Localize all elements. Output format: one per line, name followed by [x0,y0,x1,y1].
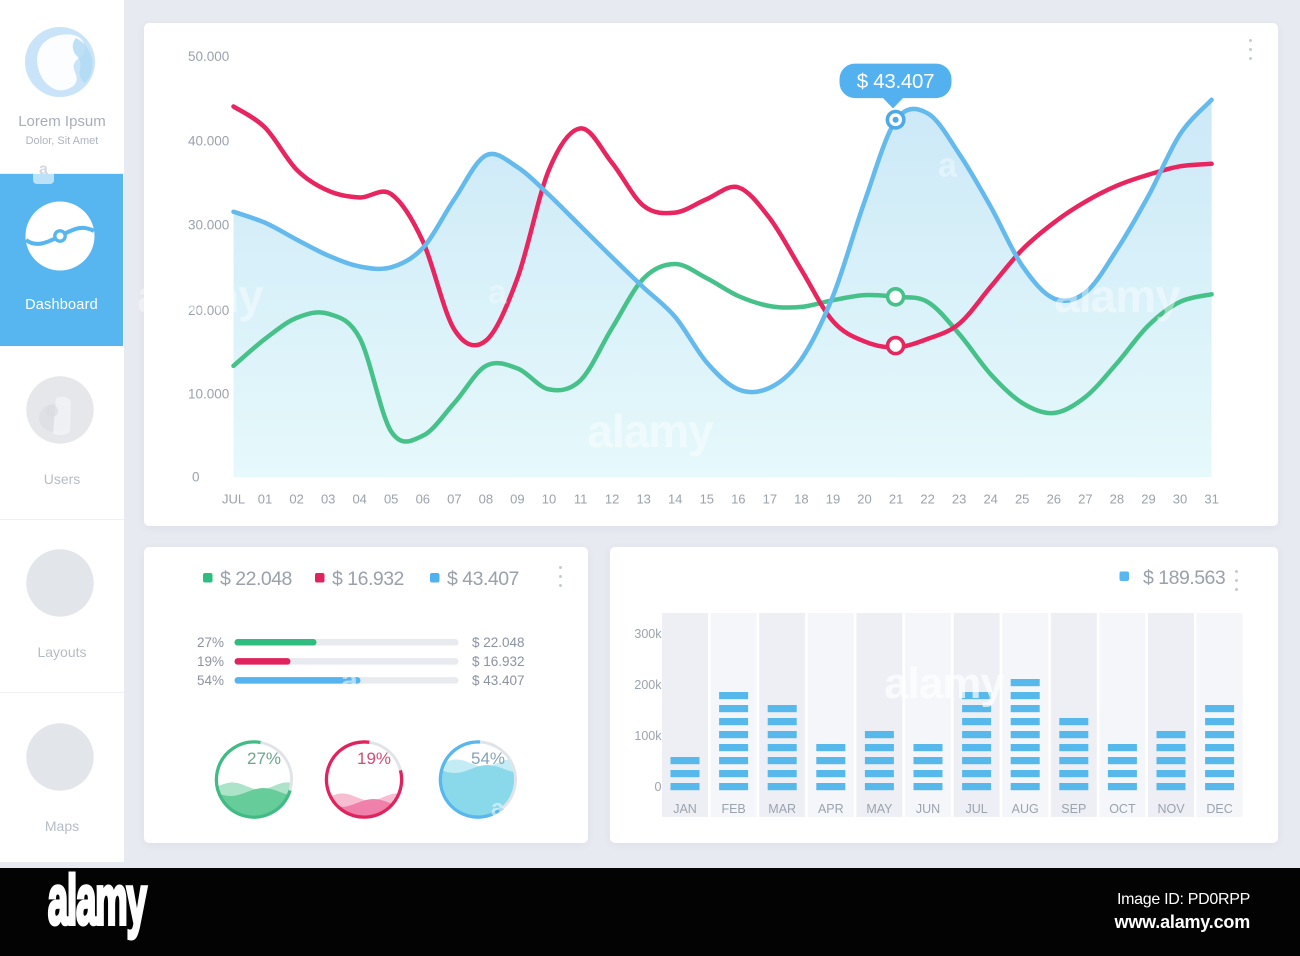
svg-text:26: 26 [1047,492,1061,507]
svg-text:10: 10 [542,492,556,507]
svg-text:03: 03 [321,492,335,507]
svg-text:10.000: 10.000 [188,387,229,402]
svg-text:MAY: MAY [866,802,893,816]
svg-text:40.000: 40.000 [188,133,229,148]
svg-text:NOV: NOV [1157,802,1185,816]
svg-text:06: 06 [416,492,430,507]
svg-text:25: 25 [1015,492,1029,507]
svg-text:15: 15 [700,492,714,507]
svg-text:17: 17 [763,492,777,507]
svg-text:28: 28 [1110,492,1124,507]
svg-text:16: 16 [731,492,745,507]
svg-text:FEB: FEB [721,802,745,816]
svg-text:JAN: JAN [673,802,697,816]
svg-text:22: 22 [920,492,934,507]
svg-text:30: 30 [1173,492,1187,507]
svg-text:50.000: 50.000 [188,49,229,64]
svg-text:18: 18 [794,492,808,507]
svg-text:54%: 54% [197,673,224,688]
svg-text:54%: 54% [471,749,505,768]
svg-text:300k: 300k [634,627,662,641]
svg-text:JUN: JUN [916,802,940,816]
svg-text:27%: 27% [247,749,281,768]
svg-text:24: 24 [983,492,997,507]
svg-text:AUG: AUG [1012,802,1039,816]
svg-text:$ 22.048: $ 22.048 [220,568,292,590]
svg-text:JUL: JUL [222,492,245,507]
svg-text:30.000: 30.000 [188,218,229,233]
svg-text:11: 11 [574,492,588,507]
svg-text:09: 09 [510,492,524,507]
svg-text:13: 13 [636,492,650,507]
svg-text:$ 43.407: $ 43.407 [472,673,525,688]
svg-text:$ 16.932: $ 16.932 [332,568,404,590]
svg-text:$ 16.932: $ 16.932 [472,654,525,669]
svg-text:12: 12 [605,492,619,507]
svg-text:19%: 19% [197,654,224,669]
svg-text:31: 31 [1204,492,1218,507]
svg-text:20.000: 20.000 [188,303,229,318]
svg-text:29: 29 [1141,492,1155,507]
svg-text:01: 01 [258,492,272,507]
svg-text:OCT: OCT [1109,802,1136,816]
svg-text:07: 07 [447,492,461,507]
svg-text:JUL: JUL [965,802,987,816]
svg-text:23: 23 [952,492,966,507]
svg-text:100k: 100k [634,729,662,743]
svg-text:08: 08 [479,492,493,507]
svg-text:$ 43.407: $ 43.407 [447,568,519,590]
svg-text:0: 0 [655,780,662,794]
svg-text:02: 02 [289,492,303,507]
svg-text:19%: 19% [357,749,391,768]
svg-text:200k: 200k [634,678,662,692]
svg-text:27: 27 [1078,492,1092,507]
svg-text:27%: 27% [197,635,224,650]
svg-text:04: 04 [352,492,366,507]
svg-text:$ 43.407: $ 43.407 [857,70,934,93]
svg-text:MAR: MAR [768,802,796,816]
svg-text:DEC: DEC [1206,802,1232,816]
svg-text:SEP: SEP [1061,802,1086,816]
svg-text:05: 05 [384,492,398,507]
svg-text:20: 20 [857,492,871,507]
svg-text:14: 14 [668,492,682,507]
svg-text:19: 19 [826,492,840,507]
svg-text:APR: APR [818,802,844,816]
svg-text:21: 21 [889,492,903,507]
svg-text:alamy: alamy [48,868,147,939]
svg-text:0: 0 [192,470,200,485]
svg-text:$ 22.048: $ 22.048 [472,635,525,650]
svg-text:$ 189.563: $ 189.563 [1143,567,1225,589]
